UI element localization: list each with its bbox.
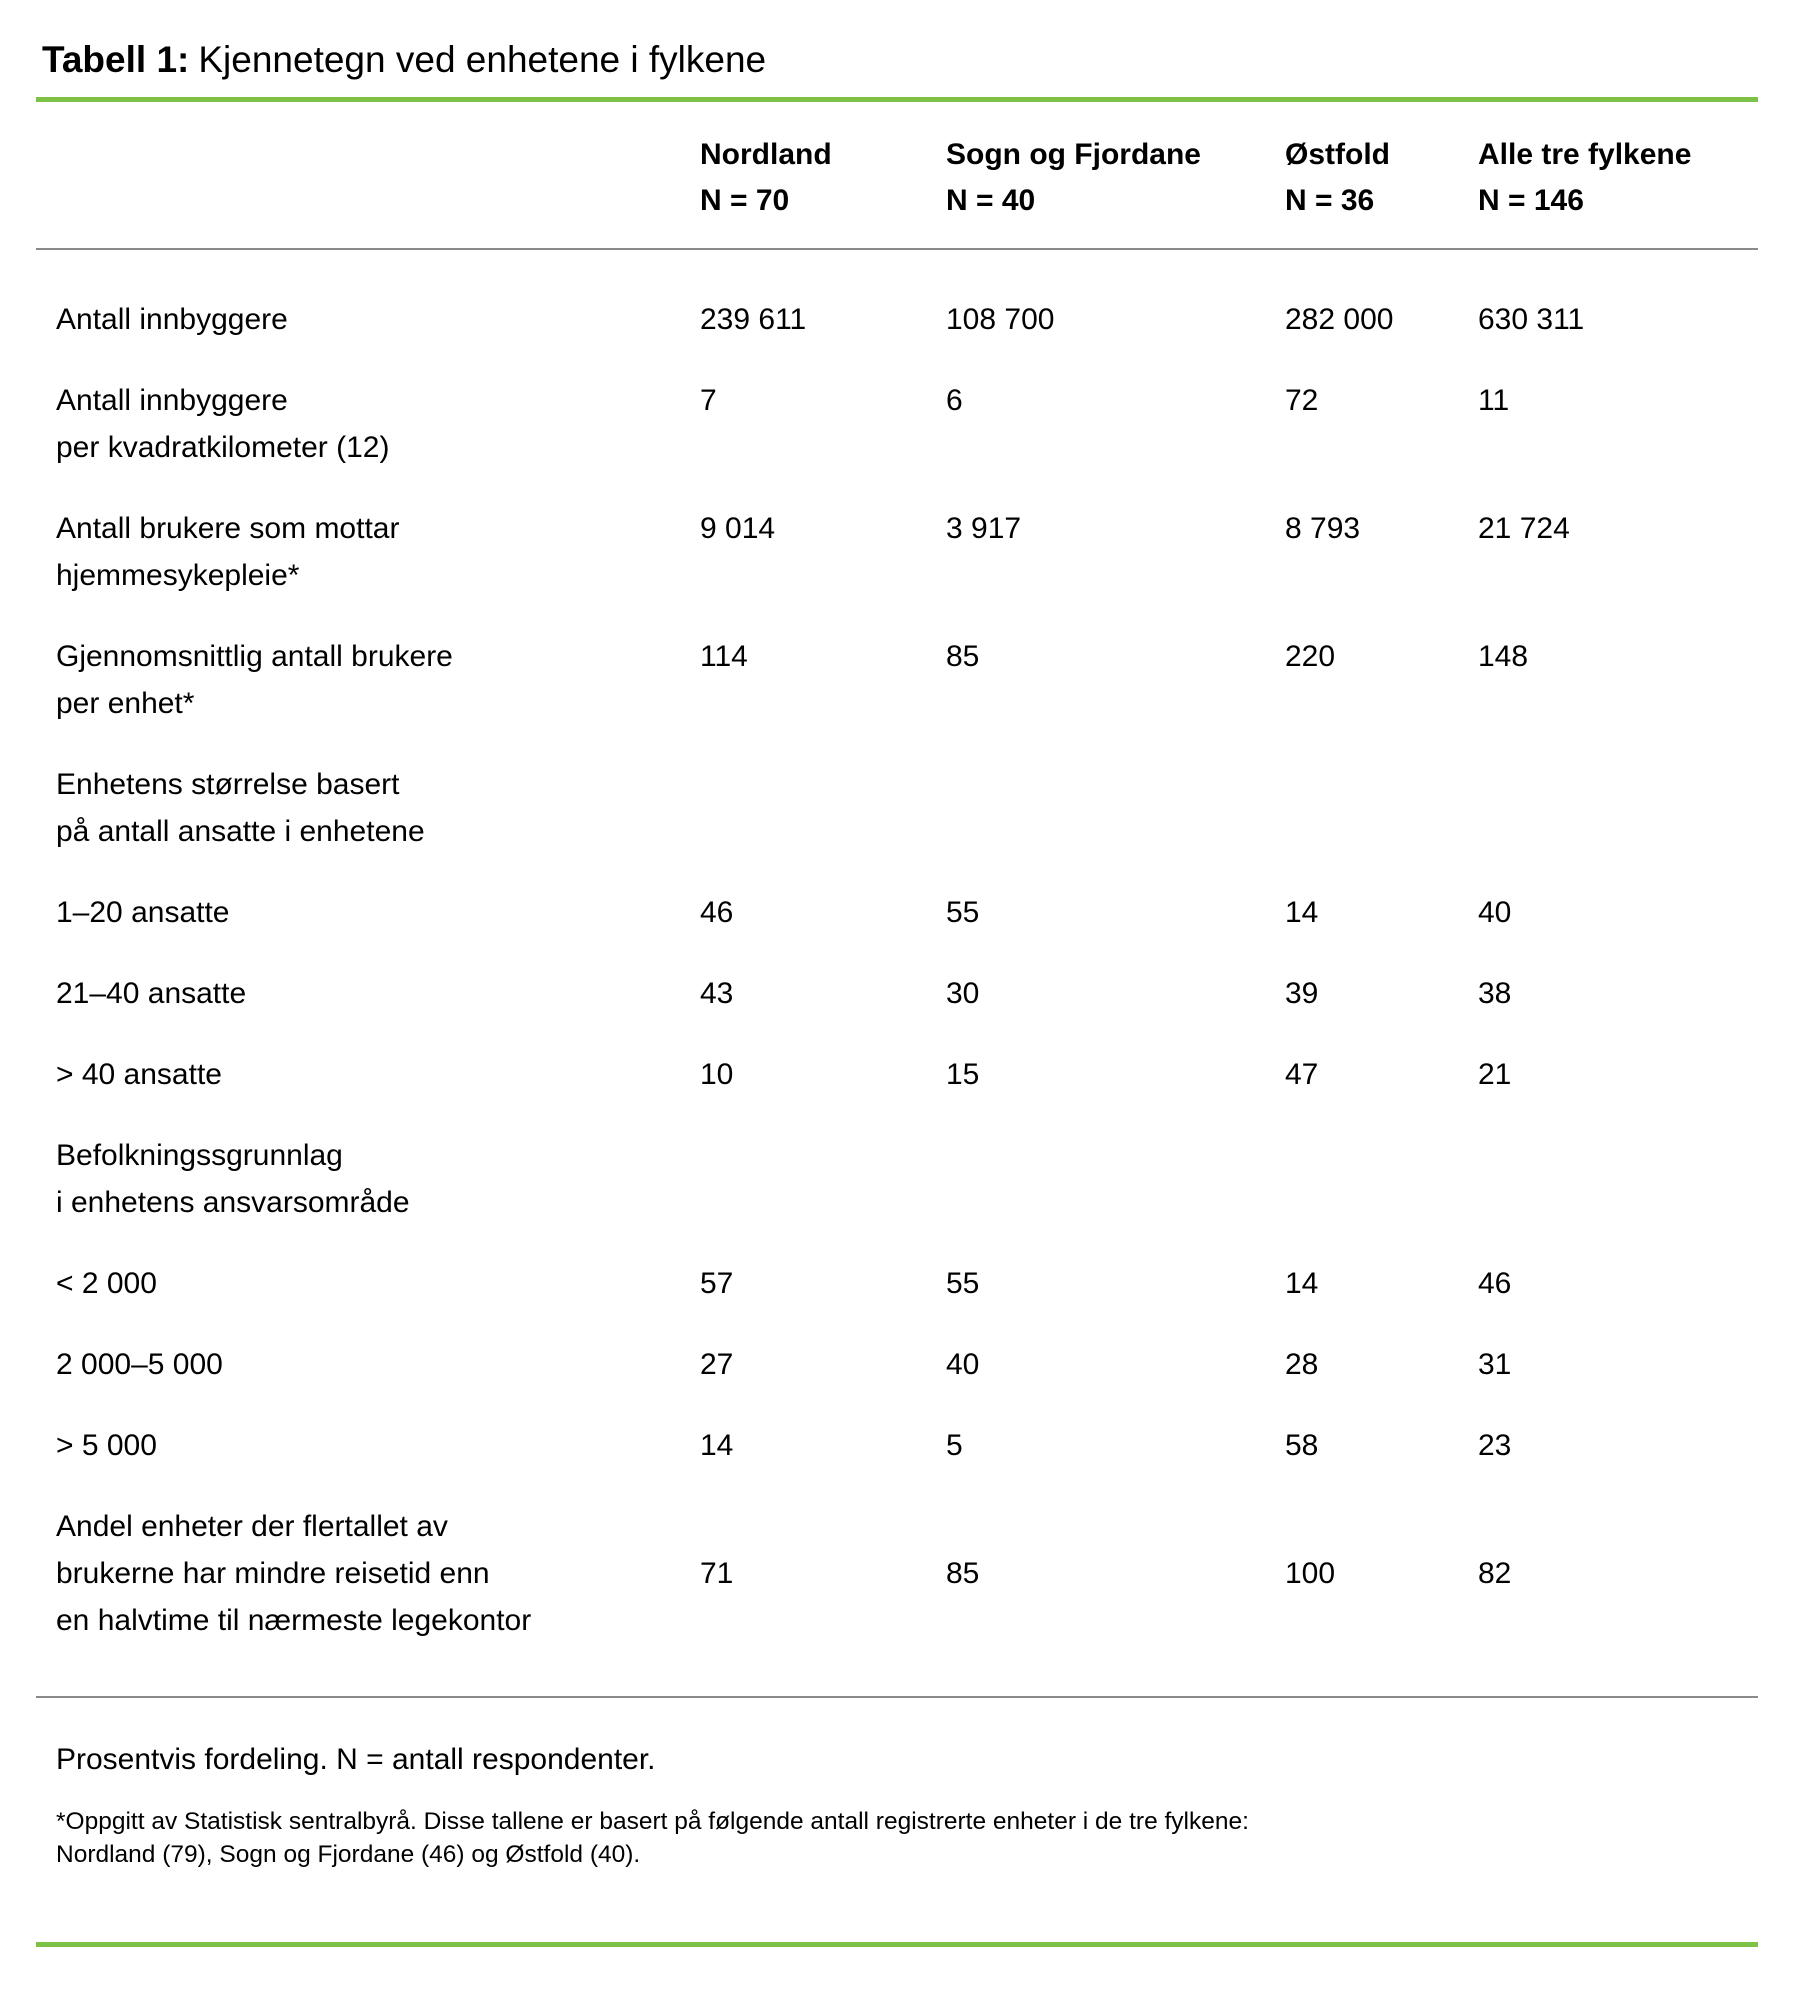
- header-divider-rule: [36, 247, 1758, 250]
- cell-value: 57: [700, 1266, 734, 1300]
- cell-value: 21 724: [1478, 511, 1570, 545]
- row-label: 1–20 ansatte: [56, 895, 230, 929]
- cell-value: 23: [1478, 1428, 1512, 1462]
- row-label: Gjennomsnittlig antall brukere per enhet…: [56, 639, 453, 720]
- cell-value: 47: [1285, 1057, 1319, 1091]
- table-row: Antall innbyggere 239 611 108 700 282 00…: [36, 296, 1758, 343]
- cell-value: 46: [700, 895, 734, 929]
- section-label: Enhetens størrelse basert på antall ansa…: [56, 767, 425, 848]
- cell-value: 11: [1478, 383, 1510, 417]
- cell-value: 40: [1478, 895, 1512, 929]
- column-name: Alle tre fylkene: [1478, 137, 1692, 171]
- cell-value: 239 611: [700, 302, 807, 336]
- column-header-row: Nordland N = 70 Sogn og Fjordane N = 40 …: [36, 132, 1758, 224]
- section-header-row: Enhetens størrelse basert på antall ansa…: [36, 761, 1758, 855]
- cell-value: 30: [946, 976, 980, 1010]
- cell-value: 82: [1478, 1556, 1512, 1590]
- section-label: Befolkningssgrunnlag i enhetens ansvarso…: [56, 1138, 410, 1219]
- cell-value: 15: [946, 1057, 980, 1091]
- row-label: Andel enheter der flertallet av brukerne…: [56, 1509, 532, 1637]
- column-header-sogn-og-fjordane: Sogn og Fjordane N = 40: [946, 132, 1285, 224]
- footer-divider-rule: [36, 1695, 1758, 1698]
- table-caption-note: Prosentvis fordeling. N = antall respond…: [56, 1742, 656, 1776]
- column-name: Nordland: [700, 137, 832, 171]
- cell-value: 14: [1285, 895, 1319, 929]
- cell-value: 114: [700, 639, 748, 673]
- cell-value: 46: [1478, 1266, 1512, 1300]
- table-number-label: Tabell 1:: [42, 39, 190, 80]
- cell-value: 7: [700, 383, 717, 417]
- cell-value: 9 014: [700, 511, 776, 545]
- cell-value: 43: [700, 976, 734, 1010]
- row-label: 2 000–5 000: [56, 1347, 223, 1381]
- column-name: Østfold: [1285, 137, 1390, 171]
- top-green-rule: [36, 96, 1758, 102]
- cell-value: 55: [946, 1266, 980, 1300]
- table-row: 21–40 ansatte 43 30 39 38: [36, 970, 1758, 1017]
- column-header-nordland: Nordland N = 70: [700, 132, 946, 224]
- column-n: N = 70: [700, 183, 790, 217]
- cell-value: 31: [1478, 1347, 1512, 1381]
- table-row: > 40 ansatte 10 15 47 21: [36, 1051, 1758, 1098]
- table-title-text: Kjennetegn ved enhetene i fylkene: [198, 39, 767, 80]
- row-label: Antall brukere som mottar hjemmesykeplei…: [56, 511, 400, 592]
- cell-value: 58: [1285, 1428, 1319, 1462]
- table-row: 1–20 ansatte 46 55 14 40: [36, 889, 1758, 936]
- cell-value: 5: [946, 1428, 963, 1462]
- row-label: < 2 000: [56, 1266, 157, 1300]
- cell-value: 85: [946, 1556, 980, 1590]
- cell-value: 85: [946, 639, 980, 673]
- cell-value: 28: [1285, 1347, 1319, 1381]
- row-label: 21–40 ansatte: [56, 976, 247, 1010]
- cell-value: 6: [946, 383, 963, 417]
- column-n: N = 40: [946, 183, 1036, 217]
- table-row: Antall brukere som mottar hjemmesykeplei…: [36, 505, 1758, 599]
- cell-value: 3 917: [946, 511, 1022, 545]
- column-n: N = 36: [1285, 183, 1375, 217]
- table-row: < 2 000 57 55 14 46: [36, 1260, 1758, 1307]
- table-footnote: *Oppgitt av Statistisk sentralbyrå. Diss…: [56, 1807, 1249, 1868]
- cell-value: 282 000: [1285, 302, 1394, 336]
- table-row: 2 000–5 000 27 40 28 31: [36, 1341, 1758, 1388]
- column-name: Sogn og Fjordane: [946, 137, 1201, 171]
- cell-value: 220: [1285, 639, 1336, 673]
- cell-value: 40: [946, 1347, 980, 1381]
- cell-value: 38: [1478, 976, 1512, 1010]
- section-header-row: Befolkningssgrunnlag i enhetens ansvarso…: [36, 1132, 1758, 1226]
- cell-value: 14: [700, 1428, 734, 1462]
- cell-value: 71: [700, 1556, 734, 1590]
- cell-value: 72: [1285, 383, 1319, 417]
- row-label: Antall innbyggere per kvadratkilometer (…: [56, 383, 390, 464]
- table-row: Gjennomsnittlig antall brukere per enhet…: [36, 633, 1758, 727]
- column-header-ostfold: Østfold N = 36: [1285, 132, 1478, 224]
- table-row: Andel enheter der flertallet av brukerne…: [36, 1503, 1758, 1644]
- cell-value: 55: [946, 895, 980, 929]
- cell-value: 27: [700, 1347, 734, 1381]
- table-title: Tabell 1: Kjennetegn ved enhetene i fylke…: [42, 39, 1758, 81]
- cell-value: 14: [1285, 1266, 1319, 1300]
- cell-value: 21: [1478, 1057, 1512, 1091]
- bottom-green-rule: [36, 1942, 1758, 1947]
- column-header-alle-tre-fylkene: Alle tre fylkene N = 146: [1478, 132, 1758, 224]
- row-label: Antall innbyggere: [56, 302, 288, 336]
- table-row: Antall innbyggere per kvadratkilometer (…: [36, 377, 1758, 471]
- row-label: > 5 000: [56, 1428, 157, 1462]
- cell-value: 8 793: [1285, 511, 1361, 545]
- table-row: > 5 000 14 5 58 23: [36, 1422, 1758, 1469]
- cell-value: 100: [1285, 1556, 1336, 1590]
- row-label: > 40 ansatte: [56, 1057, 222, 1091]
- cell-value: 108 700: [946, 302, 1055, 336]
- column-n: N = 146: [1478, 183, 1584, 217]
- cell-value: 148: [1478, 639, 1529, 673]
- cell-value: 39: [1285, 976, 1319, 1010]
- cell-value: 630 311: [1478, 302, 1585, 336]
- cell-value: 10: [700, 1057, 734, 1091]
